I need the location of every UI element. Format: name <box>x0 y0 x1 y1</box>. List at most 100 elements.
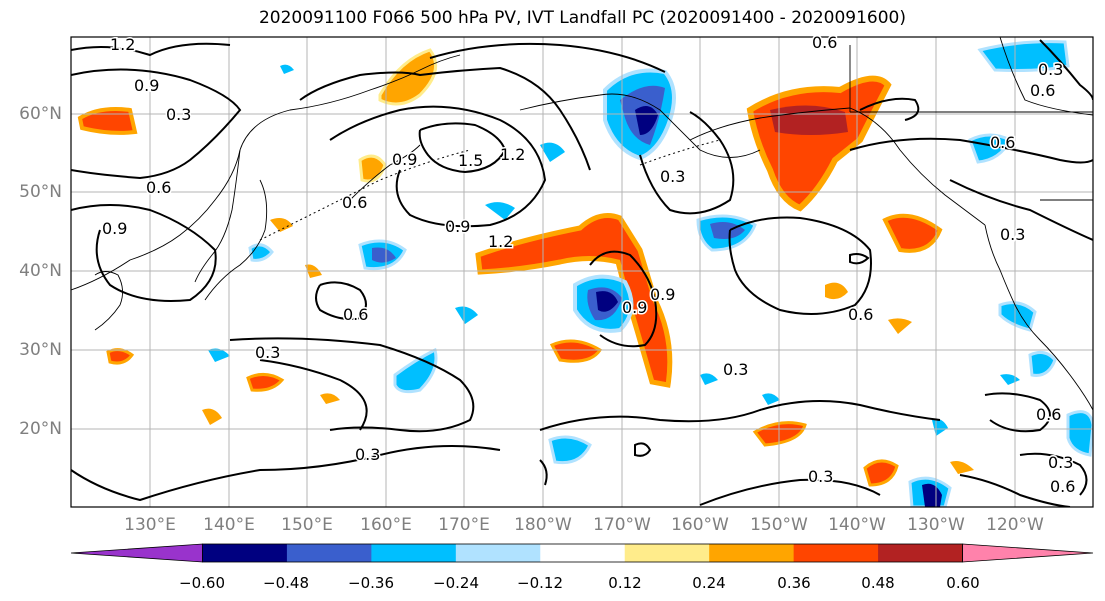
contour-label: 0.3 <box>1038 60 1063 79</box>
positive-anomaly-region <box>106 348 135 365</box>
pv-contour-line <box>259 359 368 431</box>
coastlines <box>71 37 1093 411</box>
pv-contour-line <box>634 442 652 457</box>
colorbar-swatch <box>455 544 541 562</box>
pv-contour-line <box>418 122 507 174</box>
negative-anomaly-region <box>372 247 396 263</box>
pv-contour-line <box>429 42 666 73</box>
pv-contour-line <box>984 392 1051 433</box>
colorbar-tick-label: 0.24 <box>692 574 726 592</box>
contour-label: 0.3 <box>660 167 685 186</box>
contour-label: 0.6 <box>1036 405 1061 424</box>
colorbar-swatch <box>202 544 288 562</box>
contour-label: 0.3 <box>723 360 748 379</box>
negative-anomaly-region <box>596 291 618 312</box>
contour-label: 0.6 <box>812 33 837 52</box>
lat-label-60n: 60°N <box>19 104 62 124</box>
contour-label: 0.9 <box>392 150 417 169</box>
contour-label: 0.6 <box>990 133 1015 152</box>
map-title: 2020091100 F066 500 hPa PV, IVT Landfall… <box>258 8 906 28</box>
colorbar-swatch <box>540 544 626 562</box>
pv-contour-line <box>699 478 881 506</box>
contour-label: 0.3 <box>808 467 833 486</box>
negative-anomaly-region <box>485 202 515 220</box>
pv-contour-line <box>71 42 231 57</box>
negative-anomaly-region <box>968 133 1013 164</box>
colorbar-tick-label: −0.12 <box>517 574 563 592</box>
contour-label: 0.6 <box>146 178 171 197</box>
lon-label-150e: 150°E <box>281 515 333 535</box>
colorbar <box>70 543 1094 563</box>
lon-label-150w: 150°W <box>750 515 808 535</box>
colorbar-tick-label: 0.36 <box>777 574 811 592</box>
pv-contour-line <box>1019 452 1088 496</box>
colorbar-swatch <box>878 544 964 562</box>
negative-anomaly-region <box>1000 374 1020 385</box>
negative-anomaly-region <box>540 142 565 162</box>
positive-anomaly-region <box>320 393 340 404</box>
contour-label: 0.6 <box>1050 477 1075 496</box>
negative-anomaly-region <box>455 306 478 324</box>
positive-anomaly-region <box>358 154 387 183</box>
contour-label: 1.5 <box>458 151 483 170</box>
positive-anomaly-region <box>888 318 912 334</box>
negative-anomaly-region <box>1028 350 1057 377</box>
pv-contour-line <box>849 137 1093 164</box>
ivt-contours <box>259 139 721 241</box>
positive-anomaly-region <box>882 213 943 253</box>
pv-contour-line <box>539 400 941 431</box>
contour-label: 0.3 <box>166 105 191 124</box>
colorbar-tick-label: −0.48 <box>263 574 309 592</box>
pv-contour-line <box>71 445 501 502</box>
pv-contour-line <box>315 281 367 320</box>
colorbar-swatch <box>286 544 372 562</box>
contour-label: 0.6 <box>848 305 873 324</box>
pv-contour-line <box>229 337 475 433</box>
colorbar-tick-label: −0.60 <box>179 574 225 592</box>
contour-label: 0.6 <box>342 193 367 212</box>
contour-label: 0.9 <box>445 217 470 236</box>
pv-contour-line <box>71 68 242 180</box>
negative-anomaly-region <box>762 393 780 405</box>
contour-label: 0.9 <box>650 285 675 304</box>
contour-label-group: 1.20.90.30.60.90.9 1.5 1.20.60.91.20.60.60… <box>101 32 1077 498</box>
pv-contour-line <box>859 97 920 121</box>
lat-label-50n: 50°N <box>19 182 62 202</box>
negative-anomaly-region <box>1066 410 1093 457</box>
lon-label-120w: 120°W <box>986 515 1044 535</box>
pv-contour-line <box>329 105 547 228</box>
negative-anomaly-region <box>280 64 294 74</box>
contour-label: 0.9 <box>102 219 127 238</box>
contour-label: 0.3 <box>255 343 280 362</box>
contour-label: 0.3 <box>355 445 380 464</box>
lon-label-170e: 170°E <box>438 515 490 535</box>
colorbar-swatch <box>793 544 879 562</box>
positive-anomaly-region <box>549 339 603 363</box>
lon-label-130e: 130°E <box>124 515 176 535</box>
positive-anomaly-region <box>746 75 892 212</box>
contour-label: 1.2 <box>488 232 513 251</box>
positive-anomaly-region <box>825 282 848 300</box>
colorbar-swatch <box>709 544 795 562</box>
negative-anomaly-region <box>248 243 274 262</box>
lon-label-180w: 180°W <box>514 515 572 535</box>
contour-label: 0.6 <box>1030 81 1055 100</box>
positive-anomaly-region <box>378 48 438 106</box>
negative-anomaly-region <box>932 419 948 436</box>
colorbar-extension-high <box>962 543 1094 563</box>
graticule <box>71 37 1093 507</box>
colorbar-swatch <box>371 544 457 562</box>
colorbar-tick-label: 0.12 <box>608 574 642 592</box>
pv-contour-line <box>849 253 870 265</box>
lon-label-160w: 160°W <box>671 515 729 535</box>
pv-contour-line <box>949 179 1093 241</box>
lon-label-130w: 130°W <box>907 515 965 535</box>
pv-contours <box>71 39 1093 507</box>
lon-label-140w: 140°W <box>828 515 886 535</box>
contour-label: 0.3 <box>1048 453 1073 472</box>
negative-anomaly-region <box>635 106 658 135</box>
pv-contour-line <box>299 66 591 171</box>
colorbar-extension-low <box>70 543 203 563</box>
colorbar-tick-label: 0.48 <box>861 574 895 592</box>
positive-anomaly-region <box>863 459 899 487</box>
